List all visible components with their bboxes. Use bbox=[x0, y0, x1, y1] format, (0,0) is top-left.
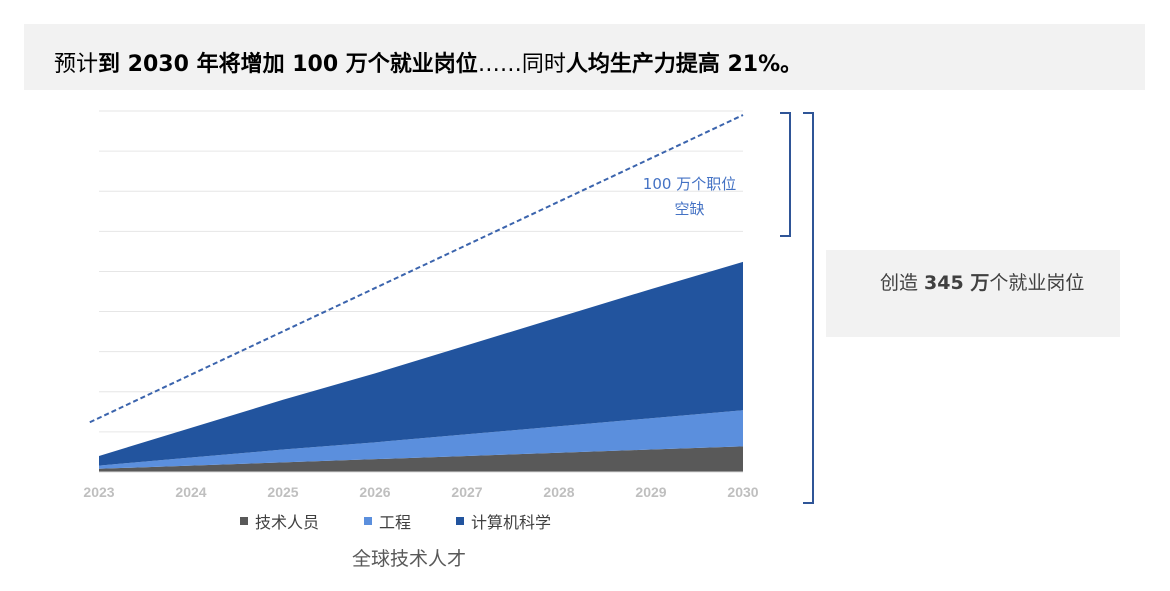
gap-bracket bbox=[780, 112, 791, 237]
jobs-created-text: 创造 345 万个就业岗位 bbox=[880, 250, 1084, 316]
legend-label: 工程 bbox=[379, 513, 412, 532]
header-title-part1: 预计 bbox=[54, 52, 99, 77]
legend-swatch bbox=[456, 517, 465, 525]
engineering-area bbox=[99, 410, 743, 469]
chart-caption: 全球技术人才 bbox=[352, 548, 467, 570]
legend-item: 工程 bbox=[364, 509, 411, 533]
legend-item: 技术人员 bbox=[240, 509, 319, 533]
header-title-part3: ……同时 bbox=[477, 52, 566, 77]
x-tick-label: 2024 bbox=[175, 484, 206, 500]
job-gap-line2: 空缺 bbox=[674, 200, 705, 218]
jobs-created-bracket bbox=[803, 112, 814, 504]
legend-label: 计算机科学 bbox=[471, 513, 552, 532]
jobs-created-number: 345 万 bbox=[924, 272, 990, 294]
jobs-created-box: 创造 345 万个就业岗位 bbox=[826, 250, 1120, 337]
x-tick-label: 2027 bbox=[451, 484, 482, 500]
x-tick-label: 2023 bbox=[83, 484, 114, 500]
jobs-created-suffix: 个就业岗位 bbox=[989, 272, 1085, 294]
chart-legend: 技术人员 工程 计算机科学 bbox=[240, 509, 596, 533]
legend-label: 技术人员 bbox=[255, 513, 320, 532]
x-tick-label: 2025 bbox=[267, 484, 298, 500]
legend-item: 计算机科学 bbox=[456, 509, 551, 533]
x-tick-label: 2026 bbox=[359, 484, 390, 500]
legend-swatch bbox=[240, 517, 248, 525]
job-gap-line1: 100 万个职位 bbox=[642, 175, 737, 193]
x-tick-label: 2029 bbox=[635, 484, 666, 500]
projected-demand-line bbox=[89, 114, 744, 424]
header-title: 预计到 2030 年将增加 100 万个就业岗位……同时人均生产力提高 21%。 bbox=[54, 24, 802, 106]
header-title-part4: 人均生产力提高 21%。 bbox=[565, 52, 803, 77]
computer-science-area bbox=[99, 261, 743, 466]
technician-area bbox=[99, 446, 743, 472]
header-title-part2: 到 2030 年将增加 100 万个就业岗位 bbox=[98, 52, 478, 77]
x-tick-label: 2028 bbox=[543, 484, 574, 500]
header-banner: 预计到 2030 年将增加 100 万个就业岗位……同时人均生产力提高 21%。 bbox=[24, 24, 1145, 90]
x-tick-label: 2030 bbox=[727, 484, 758, 500]
legend-swatch bbox=[364, 517, 373, 525]
job-gap-annotation: 100 万个职位 空缺 bbox=[622, 172, 757, 222]
jobs-created-prefix: 创造 bbox=[880, 272, 925, 294]
